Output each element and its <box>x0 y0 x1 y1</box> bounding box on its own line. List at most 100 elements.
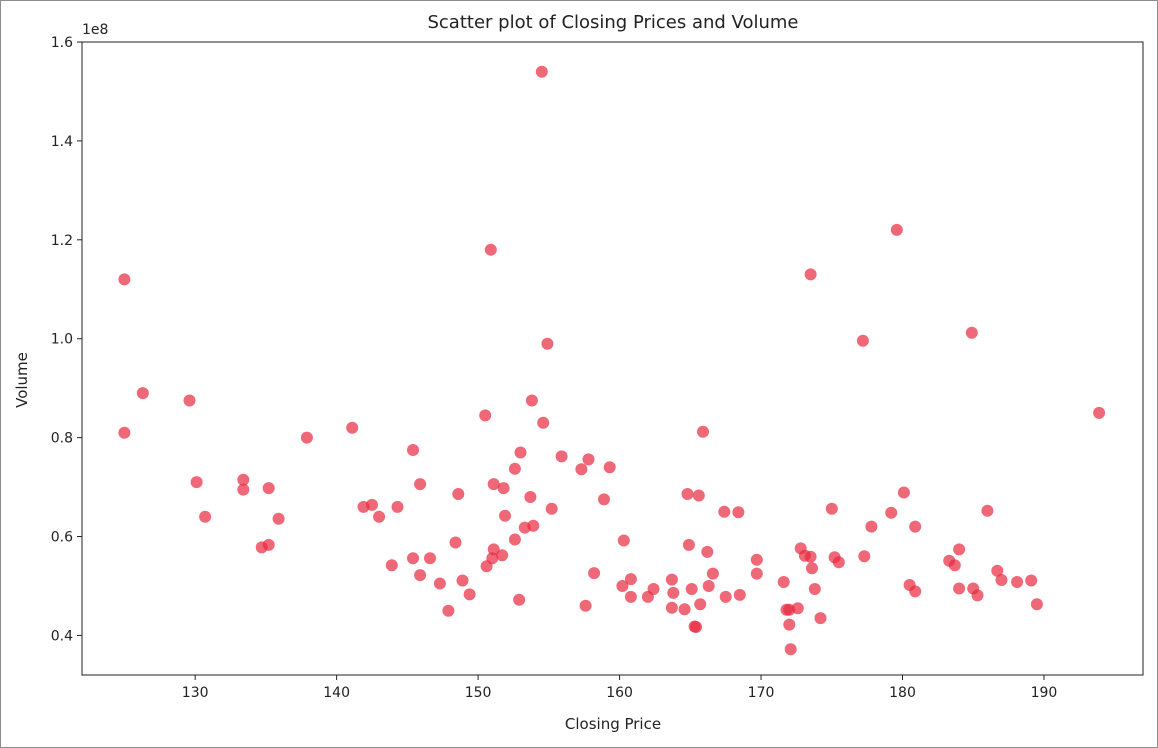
data-point <box>407 552 419 565</box>
data-point <box>1011 576 1024 588</box>
data-point <box>118 273 131 286</box>
x-axis: 130 140 150 160 170 180 190 <box>182 675 1057 701</box>
x-tick-label: 160 <box>606 685 633 701</box>
data-point <box>525 394 538 407</box>
x-tick-label: 140 <box>323 685 350 701</box>
data-point <box>897 486 910 499</box>
data-point <box>718 505 731 518</box>
data-point <box>190 476 203 489</box>
x-axis-title: Closing Price <box>565 715 661 733</box>
data-point <box>806 562 818 575</box>
data-point <box>579 599 592 612</box>
data-point <box>545 502 558 515</box>
y-axis-title: Volume <box>13 352 31 408</box>
data-point <box>463 588 476 601</box>
data-point <box>407 444 419 456</box>
data-point <box>588 567 601 580</box>
chart-title: Scatter plot of Closing Prices and Volum… <box>427 12 798 33</box>
data-point <box>237 473 250 486</box>
data-point <box>513 593 526 606</box>
data-point <box>487 478 500 491</box>
data-point <box>424 552 436 565</box>
data-point <box>385 559 398 572</box>
data-point <box>733 588 746 601</box>
data-point <box>484 243 497 256</box>
data-point <box>537 416 550 429</box>
data-point <box>777 576 790 588</box>
data-point <box>1093 406 1106 419</box>
data-point <box>783 618 796 631</box>
x-tick-label: 130 <box>182 685 209 701</box>
data-point <box>499 509 511 522</box>
data-point <box>667 586 680 599</box>
plot-area-border <box>81 41 1144 676</box>
data-point <box>479 409 492 422</box>
data-point <box>991 564 1004 577</box>
x-tick-label: 170 <box>748 685 775 701</box>
data-point <box>665 601 678 614</box>
data-point <box>678 603 691 616</box>
y-offset-label: 1e8 <box>82 22 108 38</box>
data-point <box>486 552 499 565</box>
data-point <box>681 488 694 500</box>
data-point <box>272 512 285 525</box>
data-point <box>414 478 427 491</box>
data-point <box>449 536 462 549</box>
data-point <box>262 482 275 495</box>
data-point <box>784 643 797 656</box>
data-point <box>414 569 427 582</box>
data-point <box>582 453 595 466</box>
data-point <box>909 520 922 533</box>
data-point <box>456 574 469 587</box>
data-point <box>791 602 804 615</box>
data-point <box>452 488 465 500</box>
data-point <box>858 550 871 563</box>
data-point <box>808 583 821 595</box>
y-tick-label: 0.4 <box>51 628 73 644</box>
data-point <box>995 574 1008 586</box>
data-point <box>346 421 359 434</box>
data-point <box>750 567 763 580</box>
data-point <box>300 431 313 444</box>
data-point <box>647 583 660 595</box>
data-point <box>685 583 698 595</box>
y-tick-label: 0.6 <box>51 530 73 546</box>
data-point <box>136 387 149 400</box>
data-point <box>535 65 548 78</box>
data-point <box>575 463 588 476</box>
data-point <box>953 543 966 556</box>
data-point <box>719 590 732 603</box>
data-point <box>497 482 510 495</box>
data-point <box>665 573 678 586</box>
y-tick-label: 1.2 <box>51 233 73 249</box>
data-point <box>885 506 898 519</box>
data-point <box>118 426 131 439</box>
data-point <box>750 553 763 566</box>
x-tick-label: 180 <box>889 685 916 701</box>
data-point <box>391 500 404 513</box>
data-point <box>555 450 568 463</box>
data-point <box>616 580 629 592</box>
data-point <box>508 533 521 546</box>
data-point <box>496 549 509 562</box>
y-tick-label: 1.6 <box>51 35 73 51</box>
data-point <box>890 223 903 236</box>
data-point <box>682 538 695 551</box>
data-point <box>262 538 275 551</box>
data-point <box>442 604 455 617</box>
data-point <box>624 590 637 603</box>
y-tick-label: 1.0 <box>51 332 73 348</box>
data-point <box>804 268 817 281</box>
data-point <box>702 580 715 592</box>
data-point <box>732 506 745 519</box>
data-point <box>624 573 637 586</box>
data-point <box>1025 574 1038 587</box>
data-point <box>694 598 707 611</box>
data-point <box>598 493 610 506</box>
data-point <box>825 502 838 515</box>
data-point <box>508 462 521 475</box>
data-point <box>856 334 869 347</box>
data-point <box>692 489 705 502</box>
data-point <box>701 545 714 558</box>
